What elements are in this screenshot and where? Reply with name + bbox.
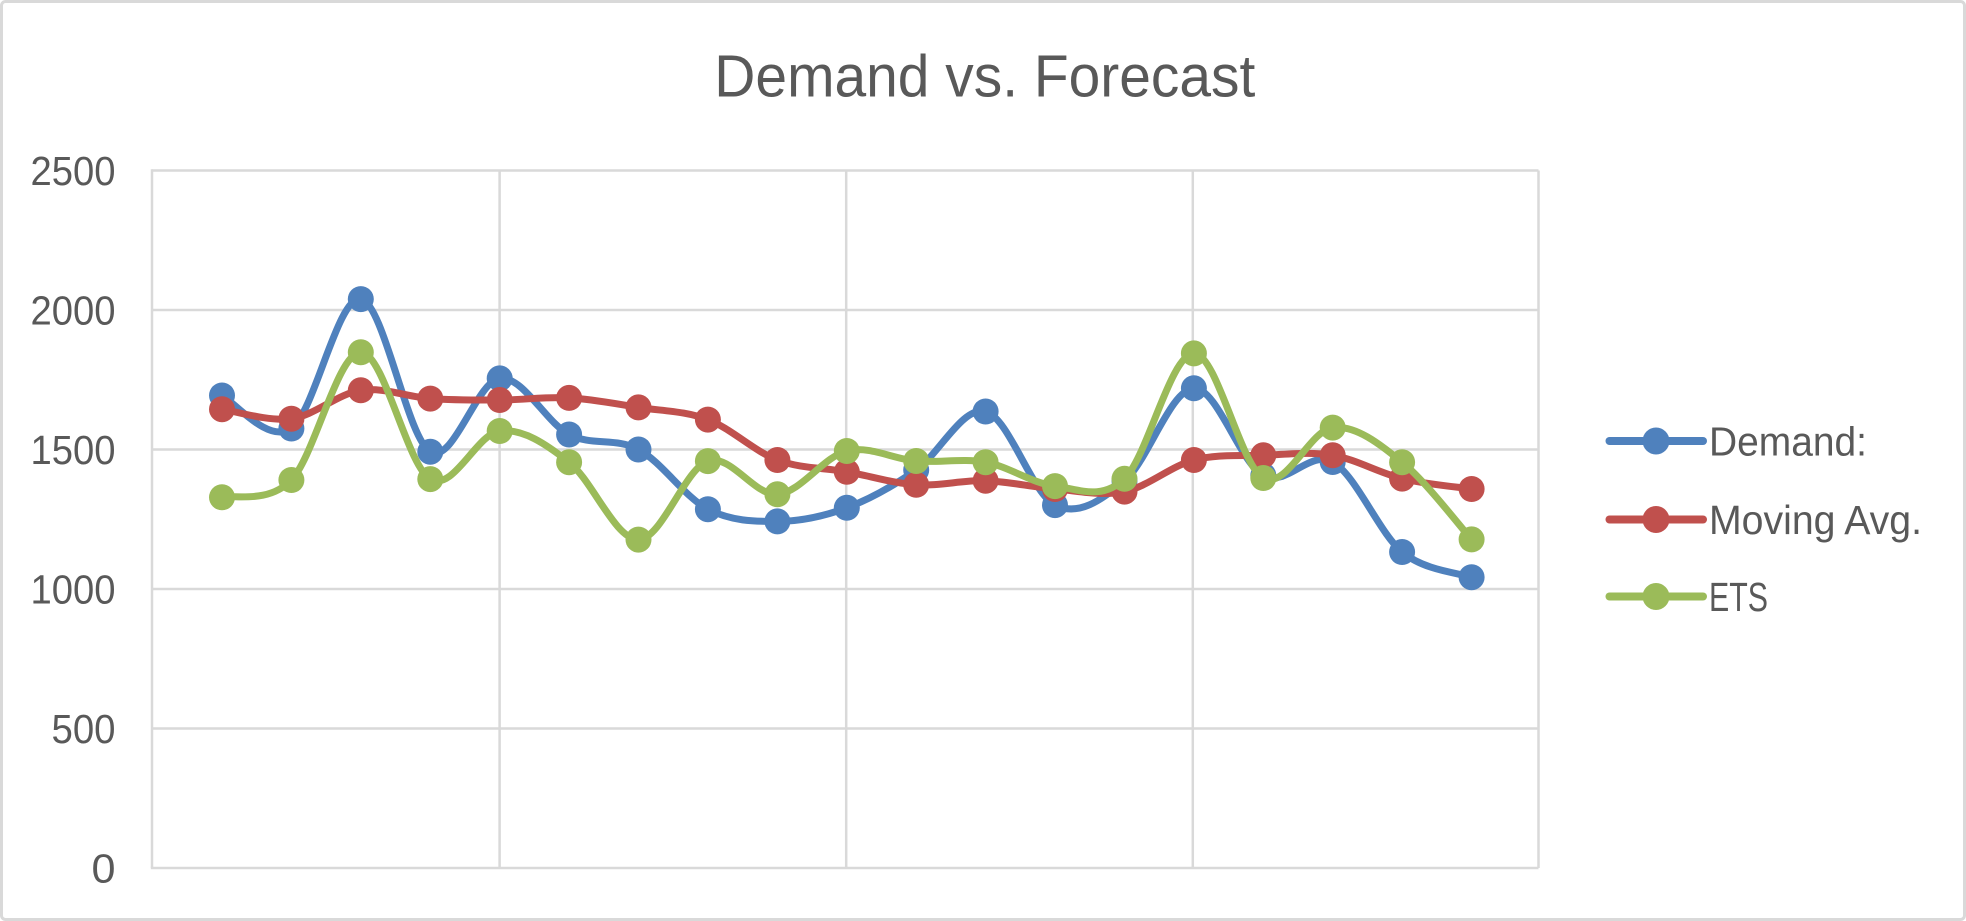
svg-text:Demand vs. Forecast: Demand vs. Forecast xyxy=(714,43,1255,110)
svg-text:2500: 2500 xyxy=(31,148,116,194)
svg-text:1500: 1500 xyxy=(31,427,116,473)
svg-text:0: 0 xyxy=(92,846,116,892)
svg-text:Demand:: Demand: xyxy=(1709,419,1867,465)
svg-text:Moving Avg.: Moving Avg. xyxy=(1709,497,1922,543)
svg-text:500: 500 xyxy=(52,706,116,752)
svg-text:ETS: ETS xyxy=(1709,574,1768,620)
svg-text:1000: 1000 xyxy=(31,567,116,613)
svg-text:2000: 2000 xyxy=(31,288,116,334)
